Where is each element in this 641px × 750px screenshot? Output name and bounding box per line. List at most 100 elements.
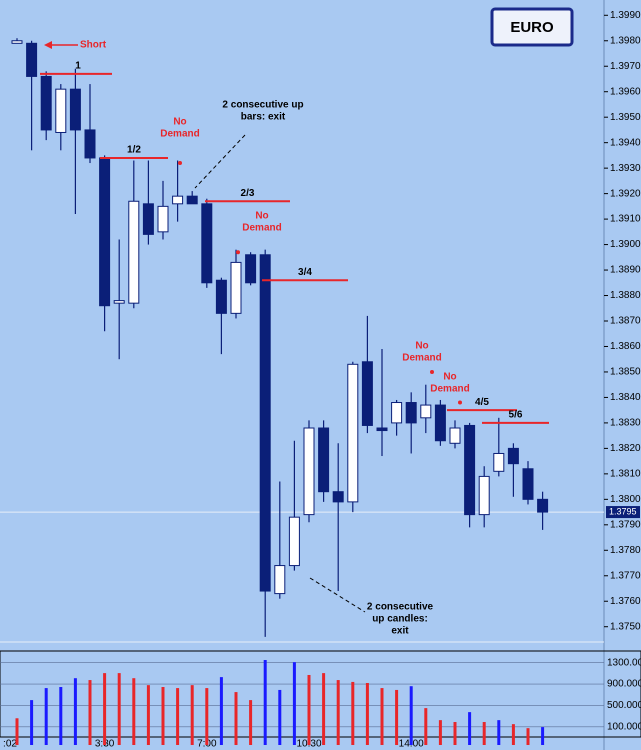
candle-body [391,402,403,424]
volume-tick-label: 900.000 [607,679,641,690]
y-tick-label: 1.3880 [610,290,641,301]
y-tick-label: 1.3870 [610,316,641,327]
volume-tick-label: 1300.000 [607,657,641,668]
volume-bar [190,685,194,745]
no-demand-dot [458,400,462,405]
volume-bar [161,687,165,745]
volume-bar [497,720,501,745]
y-tick-label: 1.3770 [610,570,641,581]
candle-body [420,404,432,419]
volume-bar [176,688,180,745]
volume-panel [0,650,641,738]
no-demand-label: No [255,211,268,222]
candle-body [405,402,417,424]
exit-note: exit [391,626,409,637]
volume-bar [453,722,457,745]
y-tick-label: 1.3830 [610,418,641,429]
volume-bar [15,718,19,745]
y-tick-label: 1.3860 [610,341,641,352]
candle-body [40,75,52,131]
candle-body [507,447,519,465]
candle-body [142,203,154,235]
volume-bar [351,681,355,745]
level-label: 1/2 [127,145,141,156]
y-tick-label: 1.3970 [610,61,641,72]
y-tick-label: 1.3820 [610,443,641,454]
exit-note: 2 consecutive up [222,100,303,111]
volume-bar [307,674,311,745]
volume-bar [278,689,282,745]
volume-bar [117,673,121,745]
candle-body [478,475,490,516]
level-label: 4/5 [475,397,489,408]
volume-bar [409,686,413,745]
short-label: Short [80,40,107,51]
no-demand-label: Demand [160,129,199,140]
level-label: 2/3 [241,188,255,199]
no-demand-label: Demand [242,223,281,234]
y-tick-label: 1.3810 [610,468,641,479]
volume-bar [468,712,472,745]
volume-bar [541,727,545,745]
y-tick-label: 1.3800 [610,494,641,505]
candle-body [99,157,111,307]
candle-body [128,200,140,304]
candle-body [55,88,67,133]
y-tick-label: 1.3910 [610,214,641,225]
no-demand-label: No [173,117,186,128]
candle-body [522,468,534,500]
volume-bar [146,685,150,745]
candle-body [493,452,505,472]
volume-bar [263,660,267,745]
y-tick-label: 1.3780 [610,545,641,556]
volume-bar [395,689,399,745]
badge-text: EURO [510,19,554,36]
candle-body [449,427,461,444]
plot: 1.3990 1.3980 1.3970 1.3960 1.3950 1.3940 1.39… [0,10,641,750]
candle-body [245,254,257,284]
exit-note: 2 consecutive [367,602,434,613]
volume-bar [234,692,238,745]
volume-bar [88,680,92,745]
candle-body [347,363,359,503]
candle-body [434,404,446,442]
volume-tick-label: 500.000 [607,700,641,711]
candle-body [84,129,96,159]
y-tick-label: 1.3940 [610,137,641,148]
volume-bar [526,728,530,745]
candle-body [172,195,184,205]
volume-bar [482,722,486,745]
volume-bar [103,673,107,745]
y-tick-label: 1.3890 [610,265,641,276]
volume-bar [30,700,34,745]
volume-bar [336,680,340,745]
candle-body [69,88,81,131]
candle-body [215,279,227,314]
y-tick-label: 1.3950 [610,112,641,123]
last-price-box [606,506,640,519]
no-demand-dot [178,161,182,166]
volume-tick-label: 100.000 [607,721,641,732]
dashed-pointer [194,134,246,189]
candle-body [157,205,169,233]
candle-body [230,261,242,314]
x-tick-label: :02 [3,739,17,750]
volume-bar [322,673,326,745]
level-label: 1 [75,61,81,72]
volume-bar [59,687,63,745]
exit-note: up candles: [372,614,428,625]
volume-bar [380,688,384,745]
volume-bar [73,678,77,745]
y-tick-label: 1.3850 [610,367,641,378]
no-demand-dot [430,369,434,374]
volume-bar [132,678,136,745]
y-tick-label: 1.3750 [610,621,641,632]
last-price-label: 1.3795 [609,506,637,516]
candle-body [113,300,125,304]
y-tick-label: 1.3790 [610,519,641,530]
candle-body [537,498,549,513]
candle-body [464,424,476,516]
candle-body [26,42,38,77]
